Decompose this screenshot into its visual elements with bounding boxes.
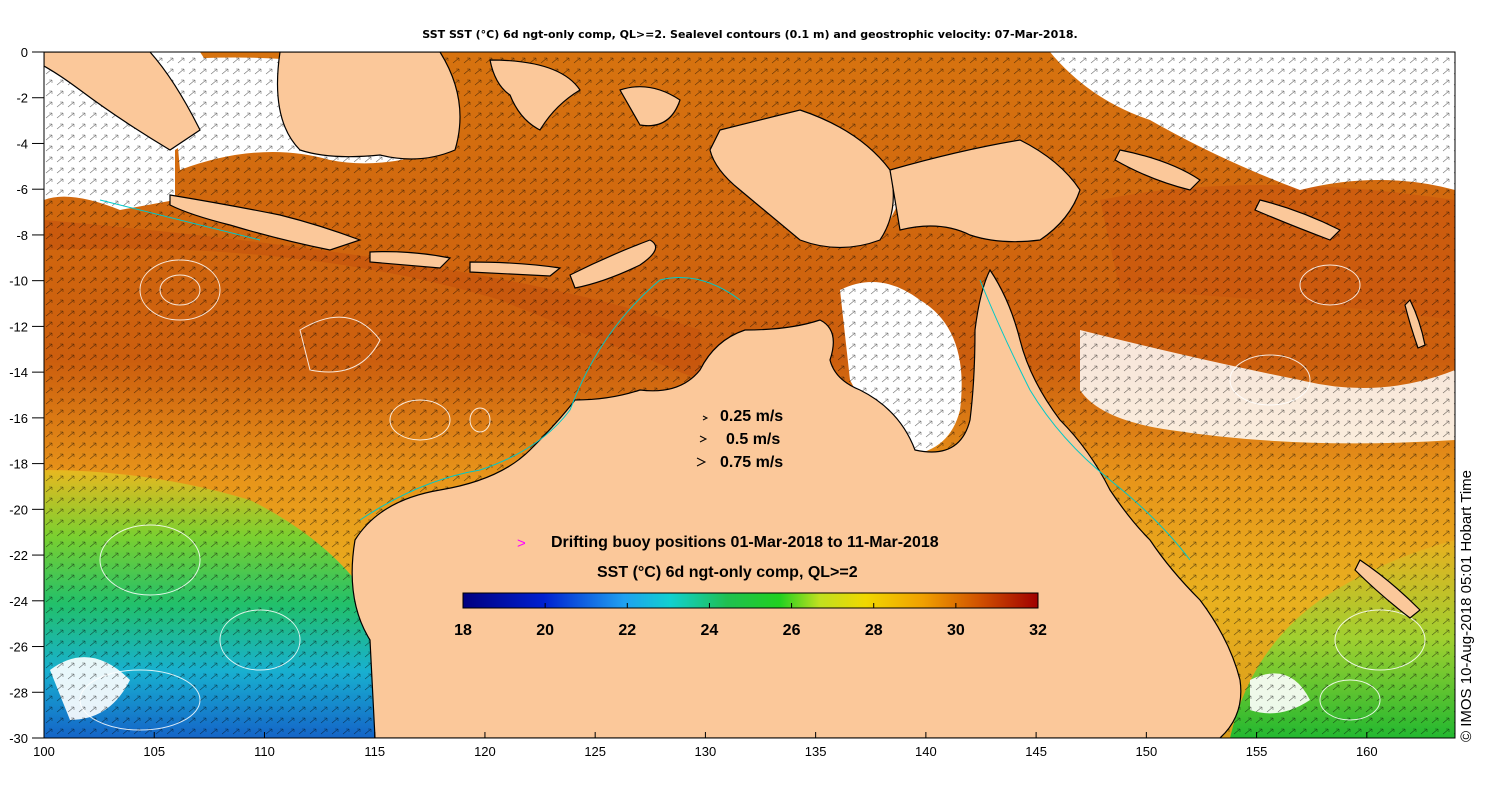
y-tick-label: -24 [9,594,28,609]
y-axis: 0 -2 -4 -6 -8 -10 -12 -14 -16 -18 -20 -22 -24 -26 -28 -… [9,45,44,746]
land-borneo [276,52,461,160]
velocity-arrow-025 [702,415,709,421]
colorbar-tick-label: 28 [865,622,883,639]
y-tick-label: -30 [9,731,28,746]
velocity-label-05: 0.5 m/s [726,431,780,448]
colorbar-title: SST (°C) 6d ngt-only comp, QL>=2 [597,564,858,581]
velocity-legend: 0.25 m/s 0.5 m/s 0.75 m/s [696,408,783,471]
buoy-legend: > Drifting buoy positions 01-Mar-2018 to… [517,534,939,552]
land-timor [569,239,657,289]
x-axis: 100 105 110 115 120 125 130 135 140 145 150 155 160 [33,732,1378,759]
colorbar-ticks: 18 20 22 24 26 28 30 32 [454,603,1047,639]
x-tick-label: 160 [1356,744,1378,759]
y-tick-label: -4 [16,136,28,151]
y-tick-label: -26 [9,640,28,655]
x-tick-label: 155 [1246,744,1268,759]
y-tick-label: -12 [9,319,28,334]
y-tick-label: -18 [9,457,28,472]
land-sumatra [44,52,201,151]
land-sulawesi [489,59,581,131]
x-tick-label: 145 [1025,744,1047,759]
velocity-label-075: 0.75 m/s [720,454,783,471]
buoy-symbol: > [517,535,526,552]
colorbar-ramp [462,592,1039,609]
y-tick-label: -14 [9,365,28,380]
plot-frame [43,51,1456,739]
velocity-arrow-05 [699,435,708,443]
landmasses [44,52,1426,738]
land-new-guinea [709,109,894,249]
y-tick-label: -20 [9,502,28,517]
x-tick-label: 150 [1135,744,1157,759]
velocity-label-025: 0.25 m/s [720,408,783,425]
y-tick-label: -8 [16,228,28,243]
x-tick-label: 130 [695,744,717,759]
x-tick-label: 115 [364,744,385,759]
y-tick-label: -10 [9,274,28,289]
colorbar-tick-label: 26 [783,622,801,639]
y-tick-label: -2 [16,91,28,106]
y-tick-label: -22 [9,548,28,563]
colorbar: SST (°C) 6d ngt-only comp, QL>=2 18 20 22 2… [454,564,1047,639]
buoy-legend-label: Drifting buoy positions 01-Mar-2018 to 1… [551,534,939,551]
y-tick-label: -16 [9,411,28,426]
isobath-lines [99,199,1191,561]
x-tick-label: 135 [805,744,827,759]
land-australia [351,268,1242,738]
y-tick-label: -6 [16,182,28,197]
y-tick-label: 0 [21,45,28,60]
land-java [169,194,362,251]
x-tick-label: 100 [33,744,55,759]
credit-text: © IMOS 10-Aug-2018 05:01 Hobart Time [1458,470,1475,742]
colorbar-tick-label: 18 [454,622,472,639]
colorbar-tick-label: 22 [618,622,636,639]
x-tick-label: 110 [254,744,275,759]
x-tick-label: 105 [143,744,165,759]
y-tick-label: -28 [9,685,28,700]
colorbar-tick-label: 20 [536,622,554,639]
x-tick-label: 125 [584,744,606,759]
colorbar-tick-label: 32 [1029,622,1047,639]
x-tick-label: 120 [474,744,496,759]
velocity-arrow-075 [696,457,707,467]
land-new-caledonia [1354,559,1421,619]
x-tick-label: 140 [915,744,937,759]
sealevel-contours [79,259,1426,731]
colorbar-tick-label: 30 [947,622,965,639]
page-title: SST SST (°C) 6d ngt-only comp, QL>=2. Se… [422,28,1078,41]
colorbar-tick-label: 24 [701,622,719,639]
sst-map [44,52,1455,738]
